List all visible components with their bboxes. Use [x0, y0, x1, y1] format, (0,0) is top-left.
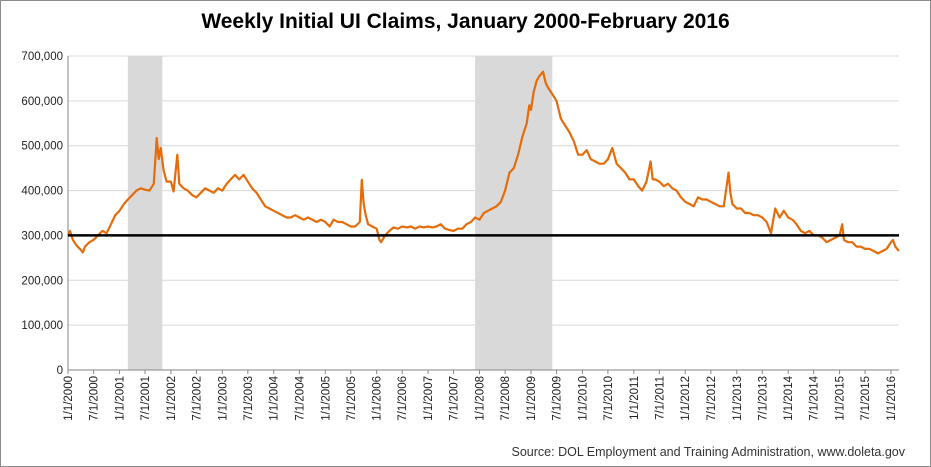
x-tick-label: 7/1/2004	[294, 375, 306, 420]
x-tick-label: 7/1/2005	[346, 376, 358, 421]
series-line-1	[66, 70, 900, 255]
x-tick-label: 7/1/2002	[191, 376, 203, 421]
x-tick-label: 1/1/2011	[629, 376, 641, 420]
x-tick-label: 1/1/2016	[886, 376, 898, 421]
series-group	[66, 70, 900, 255]
x-tick-label: 1/1/2001	[115, 376, 127, 421]
x-tick-label: 7/1/2001	[140, 376, 152, 421]
x-tick-label: 1/1/2014	[783, 375, 795, 420]
x-tick-label: 1/1/2007	[423, 376, 435, 421]
y-tick-label: 100,000	[21, 320, 63, 332]
x-tick-label: 1/1/2004	[269, 375, 281, 420]
recession-shading-group	[127, 56, 553, 370]
x-tick-label: 1/1/2008	[474, 376, 486, 421]
x-tick-label: 1/1/2002	[166, 376, 178, 421]
x-tick-label: 1/1/2010	[577, 376, 589, 421]
x-tick-label: 7/1/2007	[449, 376, 461, 421]
x-tick-label: 1/1/2013	[732, 376, 744, 421]
axes-group	[67, 56, 899, 371]
y-tick-label: 700,000	[21, 51, 63, 63]
x-tick-label: 7/1/2009	[552, 376, 564, 421]
y-tick-label: 0	[57, 365, 63, 377]
x-tick-label: 7/1/2011	[654, 376, 666, 420]
source-note: Source: DOL Employment and Training Admi…	[511, 445, 905, 459]
x-tick-label: 7/1/2000	[89, 376, 101, 421]
y-tick-label: 300,000	[21, 230, 63, 242]
x-tick-label: 1/1/2015	[835, 376, 847, 421]
recession-band-2	[475, 56, 553, 370]
x-tick-label: 1/1/2003	[217, 376, 229, 421]
x-tick-label: 7/1/2006	[397, 376, 409, 421]
recession-band-1	[127, 56, 163, 370]
y-tick-label: 600,000	[21, 96, 63, 108]
x-tick-label: 7/1/2008	[500, 376, 512, 421]
x-tick-label: 1/1/2000	[63, 376, 75, 421]
y-tick-label: 400,000	[21, 186, 63, 198]
chart-title: Weekly Initial UI Claims, January 2000-F…	[201, 10, 730, 33]
x-tick-label: 1/1/2006	[372, 376, 384, 421]
y-tick-labels: 0 100,000 200,000 300,000 400,000 500,000 600,…	[21, 51, 63, 377]
x-tick-label: 7/1/2010	[603, 376, 615, 421]
x-tick-label: 1/1/2012	[680, 376, 692, 421]
x-tick-label: 7/1/2003	[243, 376, 255, 421]
x-tick-label: 7/1/2015	[860, 376, 872, 421]
x-tick-label: 1/1/2009	[526, 376, 538, 421]
x-tick-label: 7/1/2014	[809, 375, 821, 420]
x-tick-label: 7/1/2012	[706, 376, 718, 421]
y-tick-label: 200,000	[21, 275, 63, 287]
y-tick-label: 500,000	[21, 141, 63, 153]
x-tick-label: 1/1/2005	[320, 376, 332, 421]
x-tick-labels: 1/1/2000 7/1/2000 1/1/2001 7/1/2001 1/1/2002…	[63, 370, 898, 421]
x-tick-label: 7/1/2013	[757, 376, 769, 421]
